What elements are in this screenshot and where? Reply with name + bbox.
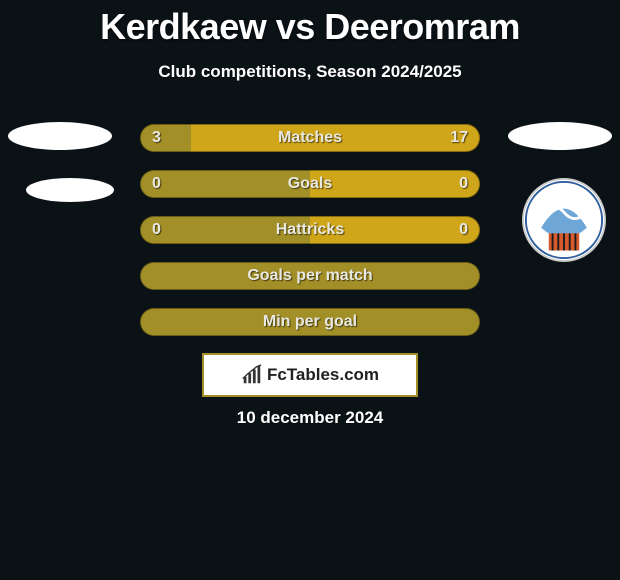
- stat-row: Goals per match: [140, 262, 480, 290]
- footer-date: 10 december 2024: [0, 408, 620, 428]
- stat-label: Matches: [140, 124, 480, 152]
- stat-label: Goals: [140, 170, 480, 198]
- page-subtitle: Club competitions, Season 2024/2025: [0, 62, 620, 82]
- stat-row: 00Goals: [140, 170, 480, 198]
- brand-text: FcTables.com: [267, 365, 379, 385]
- chart-icon: [241, 364, 263, 386]
- stat-label: Min per goal: [140, 308, 480, 336]
- stat-row: Min per goal: [140, 308, 480, 336]
- stat-row: 317Matches: [140, 124, 480, 152]
- club-crest: [522, 178, 606, 262]
- club-crest-icon: [524, 180, 604, 260]
- page-title: Kerdkaew vs Deeromram: [0, 0, 620, 48]
- player-left-badge: [8, 122, 112, 150]
- brand-box: FcTables.com: [202, 353, 418, 397]
- stat-label: Goals per match: [140, 262, 480, 290]
- player-right-badge: [508, 122, 612, 150]
- stats-bars: 317Matches 00Goals 00Hattricks Goals per ma…: [140, 124, 480, 354]
- player-left-badge-2: [26, 178, 114, 202]
- stat-label: Hattricks: [140, 216, 480, 244]
- stat-row: 00Hattricks: [140, 216, 480, 244]
